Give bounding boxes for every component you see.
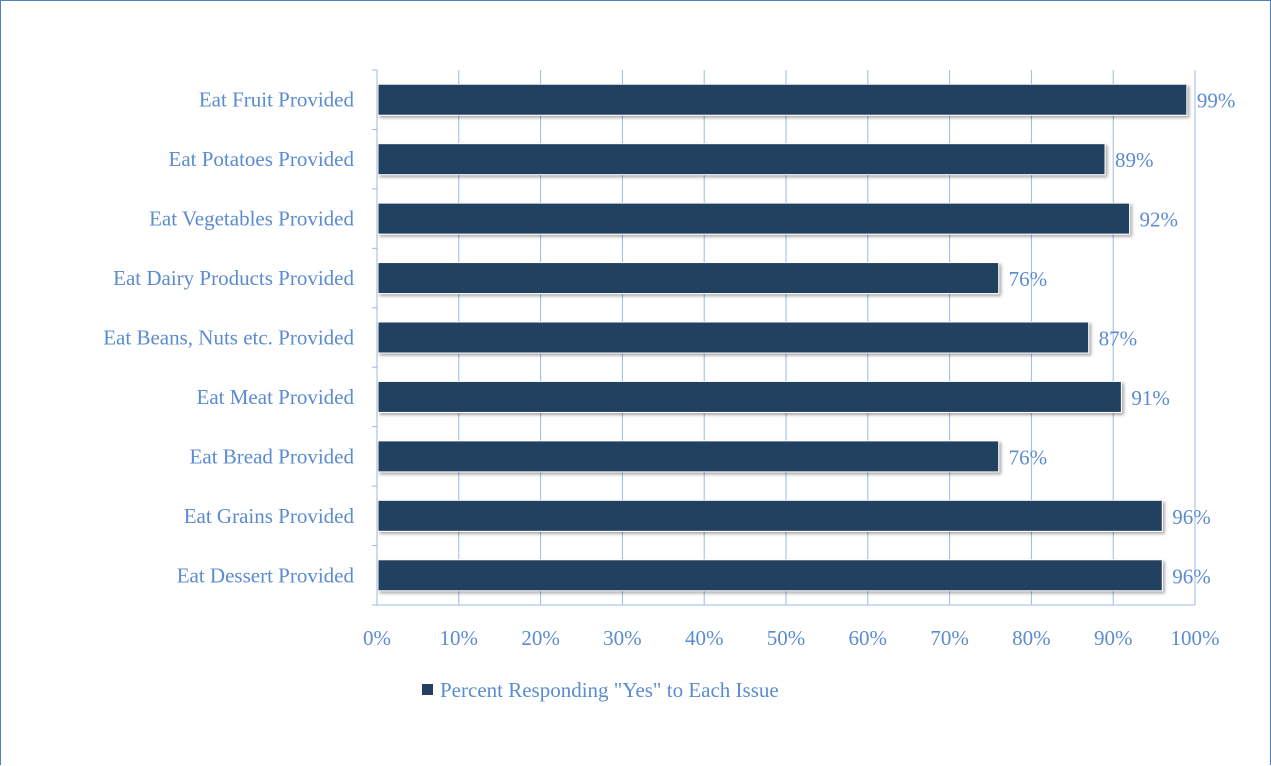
legend: Percent Responding "Yes" to Each Issue bbox=[422, 678, 779, 702]
data-label: 87% bbox=[1099, 327, 1138, 351]
category-labels: Eat Fruit Provided Eat Potatoes Provided E… bbox=[103, 88, 354, 588]
x-tick-label: 40% bbox=[685, 626, 724, 650]
data-label: 96% bbox=[1172, 564, 1211, 588]
category-label: Eat Beans, Nuts etc. Provided bbox=[103, 326, 354, 350]
x-tick-label: 20% bbox=[521, 626, 560, 650]
bar bbox=[377, 262, 1000, 295]
x-tick-label: 100% bbox=[1171, 626, 1220, 650]
data-label: 92% bbox=[1140, 208, 1179, 232]
bars bbox=[377, 83, 1188, 592]
category-label: Eat Dairy Products Provided bbox=[113, 266, 354, 290]
data-label: 91% bbox=[1131, 386, 1170, 410]
legend-label: Percent Responding "Yes" to Each Issue bbox=[440, 678, 779, 702]
x-tick-label: 10% bbox=[440, 626, 479, 650]
bar bbox=[377, 321, 1090, 354]
x-tick-label: 50% bbox=[767, 626, 806, 650]
data-label: 99% bbox=[1197, 89, 1236, 113]
category-label: Eat Bread Provided bbox=[190, 444, 355, 468]
bar bbox=[377, 143, 1106, 176]
bar bbox=[377, 380, 1122, 413]
data-label: 76% bbox=[1009, 445, 1047, 469]
category-label: Eat Potatoes Provided bbox=[169, 147, 355, 171]
category-label: Eat Vegetables Provided bbox=[149, 207, 354, 231]
category-label: Eat Dessert Provided bbox=[177, 563, 355, 587]
x-tick-label: 0% bbox=[363, 626, 391, 650]
x-tick-label: 60% bbox=[849, 626, 888, 650]
bar bbox=[377, 83, 1188, 116]
bar bbox=[377, 499, 1163, 532]
x-tick-label: 30% bbox=[603, 626, 642, 650]
data-label: 76% bbox=[1009, 267, 1047, 291]
category-label: Eat Grains Provided bbox=[184, 504, 355, 528]
bar bbox=[377, 559, 1163, 592]
bar bbox=[377, 440, 1000, 473]
x-tick-labels: 0% 10% 20% 30% 40% 50% 60% 70% 80% 90% 100% bbox=[363, 626, 1220, 650]
x-tick-label: 80% bbox=[1012, 626, 1051, 650]
x-tick-label: 90% bbox=[1094, 626, 1133, 650]
category-label: Eat Fruit Provided bbox=[199, 88, 355, 112]
data-label: 96% bbox=[1172, 505, 1211, 529]
bar bbox=[377, 202, 1131, 235]
category-label: Eat Meat Provided bbox=[197, 385, 355, 409]
data-label: 89% bbox=[1115, 148, 1154, 172]
data-labels: 99% 89% 92% 76% 87% 91% 76% 96% 96% bbox=[1009, 89, 1236, 589]
x-tick-label: 70% bbox=[930, 626, 969, 650]
legend-swatch bbox=[422, 684, 433, 695]
